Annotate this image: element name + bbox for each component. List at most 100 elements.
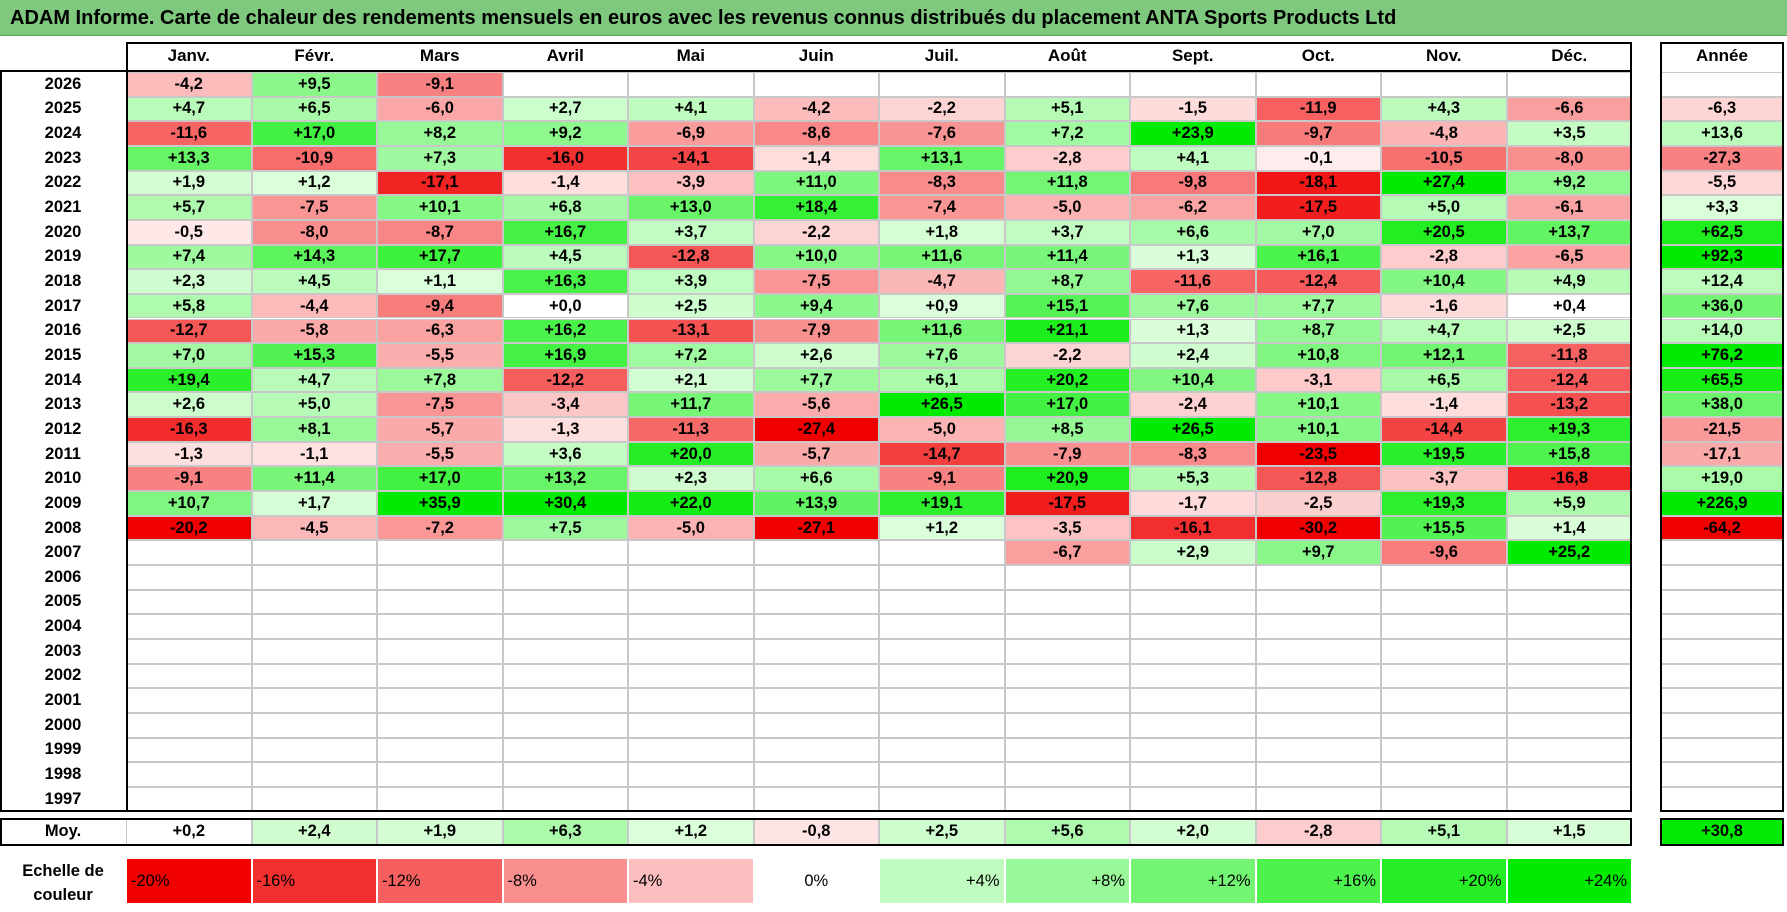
heatmap-cell: -9,1 <box>377 72 503 97</box>
heatmap-cell: -12,2 <box>502 367 628 393</box>
year-label: 2007 <box>44 543 82 562</box>
heatmap-cell: -27,1 <box>753 515 879 541</box>
year-label: 2025 <box>44 99 82 118</box>
heatmap-cell: -14,7 <box>879 441 1005 467</box>
heatmap-cell: +1,1 <box>377 269 503 294</box>
annual-cell <box>1660 762 1784 787</box>
heatmap-cell: -1,4 <box>502 170 628 196</box>
legend-stop: -4% <box>628 858 754 904</box>
year-label: 2010 <box>44 469 82 488</box>
heatmap-cell: -6,7 <box>1004 540 1130 565</box>
heatmap-cell: -10,5 <box>1381 145 1507 171</box>
heatmap-cell: +4,5 <box>502 244 628 270</box>
month-header: Juil. <box>924 46 959 65</box>
heatmap-cell: -10,9 <box>251 145 377 171</box>
heatmap-cell: +7,7 <box>753 367 879 393</box>
heatmap-cell <box>1004 762 1130 787</box>
heatmap-cell: +15,5 <box>1381 515 1507 541</box>
heatmap-cell <box>377 663 503 689</box>
heatmap-cell: -2,2 <box>753 219 879 245</box>
heatmap-cell: +26,5 <box>1130 417 1256 442</box>
average-cell: +2,5 <box>879 817 1005 846</box>
average-cell: +1,2 <box>628 817 754 846</box>
heatmap-cell: +20,5 <box>1381 219 1507 245</box>
heatmap-cell: +3,6 <box>502 441 628 467</box>
heatmap-cell: -8,6 <box>753 121 879 146</box>
heatmap-cell <box>753 737 879 763</box>
heatmap-cell: -1,4 <box>753 145 879 171</box>
heatmap-cell: -2,8 <box>1004 145 1130 171</box>
heatmap-cell <box>1506 638 1632 664</box>
heatmap-cell: -5,7 <box>377 417 503 442</box>
heatmap-cell <box>251 712 377 738</box>
year-label: 2002 <box>44 666 82 685</box>
heatmap-cell: +1,8 <box>879 219 1005 245</box>
annual-cell: +62,5 <box>1660 219 1784 245</box>
heatmap-cell: +1,2 <box>879 515 1005 541</box>
heatmap-cell: +5,0 <box>251 392 377 418</box>
month-header: Nov. <box>1425 46 1462 65</box>
heatmap-cell <box>753 688 879 713</box>
heatmap-cell: -11,9 <box>1255 96 1381 122</box>
heatmap-cell <box>126 540 252 565</box>
heatmap-cell: -1,6 <box>1381 293 1507 319</box>
heatmap-cell: +3,7 <box>628 219 754 245</box>
average-cell: -2,8 <box>1255 817 1381 846</box>
heatmap-cell <box>251 663 377 689</box>
heatmap-cell <box>1004 688 1130 713</box>
heatmap-cell <box>126 638 252 664</box>
heatmap-cell: -3,7 <box>1381 466 1507 492</box>
annual-cell <box>1660 663 1784 689</box>
heatmap-cell: -12,8 <box>628 244 754 270</box>
heatmap-cell: +19,4 <box>126 367 252 393</box>
heatmap-cell <box>1255 614 1381 639</box>
heatmap-cell: -7,2 <box>377 515 503 541</box>
heatmap-cell: +5,3 <box>1130 466 1256 492</box>
heatmap-cell <box>126 565 252 590</box>
heatmap-cell: -11,8 <box>1506 343 1632 368</box>
legend-stop: -20% <box>126 858 252 904</box>
heatmap-cell: +16,9 <box>502 343 628 368</box>
heatmap-cell: -9,6 <box>1381 540 1507 565</box>
heatmap-cell: +10,8 <box>1255 343 1381 368</box>
heatmap-cell: +7,2 <box>1004 121 1130 146</box>
heatmap-cell <box>251 540 377 565</box>
heatmap-cell: +9,4 <box>753 293 879 319</box>
heatmap-cell: +7,0 <box>1255 219 1381 245</box>
heatmap-cell <box>628 72 754 97</box>
heatmap-cell: -12,7 <box>126 318 252 344</box>
heatmap-cell: +2,3 <box>628 466 754 492</box>
heatmap-cell: +17,0 <box>1004 392 1130 418</box>
heatmap-cell <box>1255 565 1381 590</box>
heatmap-cell: +13,2 <box>502 466 628 492</box>
heatmap-cell: -1,3 <box>126 441 252 467</box>
heatmap-cell <box>126 688 252 713</box>
heatmap-cell <box>1381 688 1507 713</box>
annual-cell <box>1660 688 1784 713</box>
heatmap-cell <box>879 72 1005 97</box>
heatmap-cell: -12,4 <box>1506 367 1632 393</box>
heatmap-cell: +7,6 <box>1130 293 1256 319</box>
heatmap-cell <box>1130 737 1256 763</box>
heatmap-cell: +18,4 <box>753 195 879 220</box>
heatmap-cell <box>377 762 503 787</box>
annual-cell <box>1660 638 1784 664</box>
heatmap-cell: +7,4 <box>126 244 252 270</box>
heatmap-cell: +4,7 <box>1381 318 1507 344</box>
heatmap-cell: +10,0 <box>753 244 879 270</box>
heatmap-cell <box>502 540 628 565</box>
heatmap-cell <box>1004 663 1130 689</box>
annual-cell: -64,2 <box>1660 515 1784 541</box>
heatmap-cell <box>1381 72 1507 97</box>
year-label: 2015 <box>44 345 82 364</box>
legend-stop: -16% <box>251 858 377 904</box>
year-label: 2003 <box>44 641 82 660</box>
heatmap-cell: -1,1 <box>251 441 377 467</box>
heatmap-cell <box>251 614 377 639</box>
year-label: 2001 <box>44 691 82 710</box>
month-header: Déc. <box>1551 46 1588 65</box>
heatmap-cell: -8,3 <box>879 170 1005 196</box>
heatmap-cell: -1,7 <box>1130 491 1256 516</box>
heatmap-cell: -6,3 <box>377 318 503 344</box>
heatmap-cell <box>879 737 1005 763</box>
